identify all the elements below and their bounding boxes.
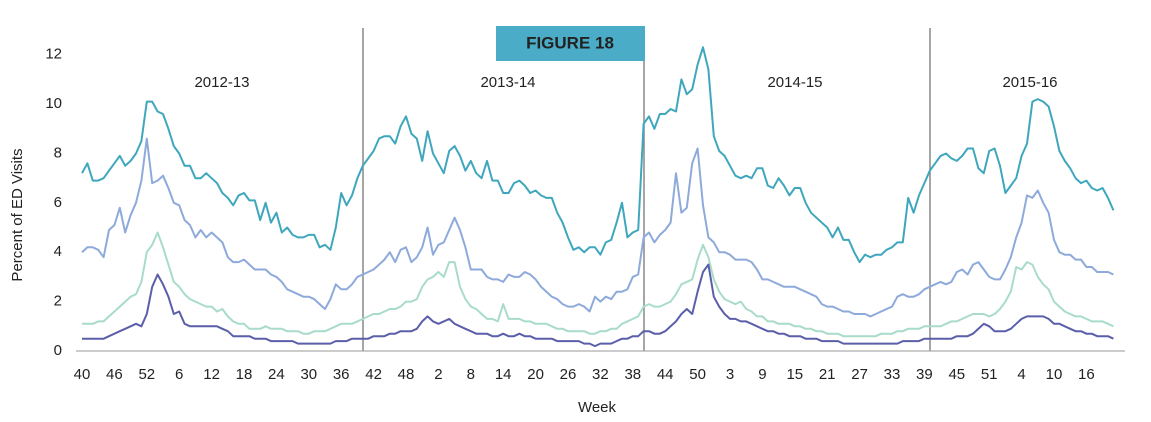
y-tick-label: 12 bbox=[45, 46, 62, 63]
x-tick-label: 16 bbox=[1078, 366, 1095, 383]
x-tick-label: 3 bbox=[726, 366, 734, 383]
x-tick-label: 6 bbox=[175, 366, 183, 383]
x-tick-label: 2 bbox=[434, 366, 442, 383]
x-tick-label: 12 bbox=[203, 366, 220, 383]
season-label: 2015-16 bbox=[1002, 74, 1057, 91]
x-tick-label: 18 bbox=[236, 366, 253, 383]
series-line bbox=[82, 231, 1114, 338]
x-tick-label: 42 bbox=[365, 366, 382, 383]
x-tick-label: 39 bbox=[916, 366, 933, 383]
y-axis-label: Percent of ED Visits bbox=[9, 148, 26, 281]
x-tick-label: 46 bbox=[106, 366, 123, 383]
x-tick-label: 32 bbox=[592, 366, 609, 383]
series-line bbox=[81, 46, 1115, 264]
x-tick-label: 10 bbox=[1046, 366, 1063, 383]
x-tick-label: 27 bbox=[851, 366, 868, 383]
x-tick-label: 24 bbox=[268, 366, 285, 383]
badge-box bbox=[496, 26, 645, 61]
series-line bbox=[81, 137, 1114, 318]
series-line bbox=[82, 263, 1114, 348]
x-tick-label: 45 bbox=[948, 366, 965, 383]
x-tick-label: 52 bbox=[138, 366, 155, 383]
y-tick-label: 4 bbox=[54, 243, 62, 260]
x-tick-label: 50 bbox=[689, 366, 706, 383]
badge: FIGURE 18 bbox=[526, 33, 614, 52]
x-tick-label: 20 bbox=[527, 366, 544, 383]
y-tick-label: 0 bbox=[54, 342, 62, 359]
y-tick-label: 6 bbox=[54, 194, 62, 211]
x-tick-label: 40 bbox=[74, 366, 91, 383]
x-tick-label: 48 bbox=[398, 366, 415, 383]
x-tick-label: 8 bbox=[467, 366, 475, 383]
y-tick-label: 2 bbox=[54, 293, 62, 310]
x-tick-label: 36 bbox=[333, 366, 350, 383]
x-tick-label: 33 bbox=[884, 366, 901, 383]
season-label: 2014-15 bbox=[767, 74, 822, 91]
x-tick-label: 21 bbox=[819, 366, 836, 383]
x-tick-label: 44 bbox=[657, 366, 674, 383]
season-label: 2013-14 bbox=[480, 74, 535, 91]
y-tick-label: 10 bbox=[45, 95, 62, 112]
x-tick-label: 38 bbox=[624, 366, 641, 383]
y-tick-label: 8 bbox=[54, 144, 62, 161]
x-axis-label: Week bbox=[578, 399, 617, 416]
x-tick-label: 51 bbox=[981, 366, 998, 383]
x-tick-label: 30 bbox=[300, 366, 317, 383]
x-tick-label: 9 bbox=[758, 366, 766, 383]
x-tick-label: 14 bbox=[495, 366, 512, 383]
x-tick-label: 15 bbox=[786, 366, 803, 383]
season-label: 2012-13 bbox=[194, 74, 249, 91]
x-tick-label: 26 bbox=[560, 366, 577, 383]
x-tick-label: 4 bbox=[1017, 366, 1025, 383]
